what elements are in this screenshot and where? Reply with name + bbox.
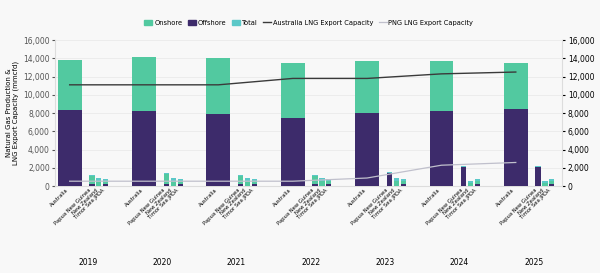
Bar bbox=[178, 179, 183, 181]
Bar bbox=[313, 176, 317, 184]
Bar bbox=[89, 175, 95, 176]
Bar bbox=[475, 181, 480, 184]
Bar bbox=[394, 181, 399, 186]
Bar bbox=[387, 172, 392, 173]
Bar bbox=[238, 175, 243, 176]
Bar bbox=[542, 181, 548, 183]
Bar bbox=[281, 118, 305, 186]
Bar bbox=[313, 184, 317, 186]
Bar bbox=[238, 176, 243, 184]
Bar bbox=[535, 167, 541, 186]
Bar bbox=[252, 184, 257, 186]
Bar bbox=[164, 174, 169, 184]
Bar bbox=[542, 183, 548, 186]
Bar bbox=[89, 184, 95, 186]
Bar bbox=[96, 181, 101, 186]
Bar bbox=[401, 181, 406, 184]
Bar bbox=[461, 167, 466, 186]
Bar bbox=[468, 183, 473, 186]
Bar bbox=[461, 166, 466, 167]
Bar bbox=[326, 179, 331, 181]
Bar bbox=[132, 111, 156, 186]
Bar bbox=[206, 58, 230, 114]
Bar bbox=[245, 181, 250, 186]
Bar bbox=[430, 111, 454, 186]
Bar bbox=[132, 57, 156, 111]
Bar bbox=[245, 179, 250, 181]
Bar bbox=[206, 114, 230, 186]
Bar bbox=[475, 184, 480, 186]
Bar bbox=[549, 179, 554, 181]
Bar bbox=[504, 63, 527, 109]
Bar bbox=[252, 181, 257, 184]
Bar bbox=[326, 184, 331, 186]
Bar bbox=[96, 179, 101, 181]
Bar bbox=[164, 173, 169, 174]
Bar bbox=[89, 176, 95, 184]
Bar bbox=[401, 179, 406, 181]
Bar bbox=[326, 181, 331, 184]
Bar bbox=[281, 63, 305, 118]
Bar bbox=[394, 179, 399, 181]
Bar bbox=[178, 181, 183, 184]
Bar bbox=[387, 173, 392, 186]
Bar bbox=[178, 184, 183, 186]
Y-axis label: Natural Gas Production &
LNG Export Capacity (mmcfd): Natural Gas Production & LNG Export Capa… bbox=[5, 61, 19, 165]
Bar bbox=[319, 179, 325, 181]
Bar bbox=[103, 184, 109, 186]
Bar bbox=[319, 181, 325, 186]
Bar bbox=[164, 184, 169, 186]
Bar bbox=[170, 181, 176, 186]
Bar bbox=[238, 184, 243, 186]
Bar bbox=[535, 166, 541, 167]
Bar bbox=[58, 60, 82, 110]
Legend: Onshore, Offshore, Total, Australia LNG Export Capacity, PNG LNG Export Capacity: Onshore, Offshore, Total, Australia LNG … bbox=[142, 17, 476, 28]
Bar bbox=[355, 61, 379, 113]
Bar bbox=[401, 184, 406, 186]
Bar bbox=[103, 179, 109, 181]
Bar bbox=[103, 181, 109, 184]
Bar bbox=[549, 181, 554, 184]
Bar bbox=[170, 179, 176, 181]
Bar bbox=[252, 179, 257, 181]
Bar bbox=[504, 109, 527, 186]
Bar bbox=[549, 184, 554, 186]
Bar bbox=[430, 61, 454, 111]
Bar bbox=[475, 179, 480, 181]
Bar bbox=[313, 175, 317, 176]
Bar bbox=[355, 113, 379, 186]
Bar bbox=[468, 181, 473, 183]
Bar bbox=[58, 110, 82, 186]
